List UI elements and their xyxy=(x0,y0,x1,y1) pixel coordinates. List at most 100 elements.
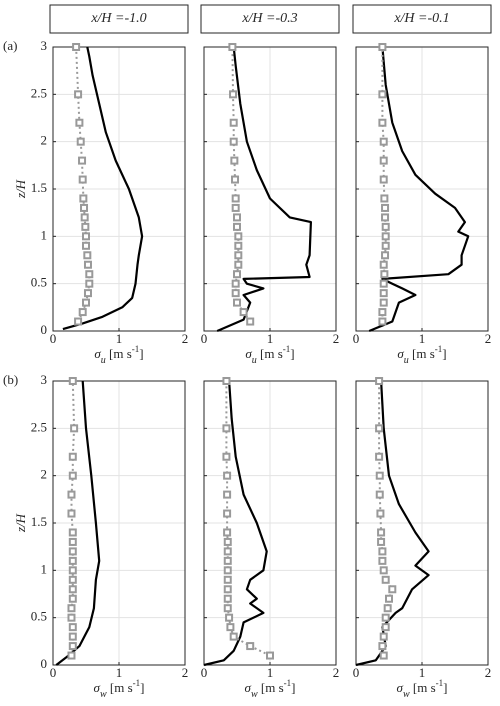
x-tick-label: 2 xyxy=(182,331,189,346)
square-marker xyxy=(381,232,390,241)
x-axis-label: σw [m s-1] xyxy=(94,678,145,700)
square-marker xyxy=(231,194,240,203)
square-marker xyxy=(223,509,232,518)
panel-label: (a) xyxy=(3,38,17,53)
x-axis-label-part: w xyxy=(251,689,258,700)
x-axis-label-part: σ xyxy=(245,680,252,695)
square-marker xyxy=(378,308,387,317)
square-marker xyxy=(82,241,90,250)
x-axis-label: σu [m s-1] xyxy=(397,344,446,366)
square-marker xyxy=(381,222,390,231)
square-marker xyxy=(223,528,232,537)
x-axis-label-part: [m s xyxy=(409,346,435,361)
x-axis-label-part: -1 xyxy=(435,344,443,354)
square-marker xyxy=(229,90,238,99)
square-marker xyxy=(222,377,231,385)
square-marker xyxy=(246,642,255,651)
square-marker xyxy=(67,490,76,499)
y-axis-label: z/H xyxy=(13,179,28,199)
square-marker xyxy=(375,424,384,433)
axes-frame xyxy=(203,380,337,666)
square-marker xyxy=(388,585,397,594)
y-tick-label: 0 xyxy=(41,656,48,671)
x-axis-label: σu [m s-1] xyxy=(94,344,143,366)
square-marker xyxy=(223,575,232,584)
square-marker xyxy=(233,298,241,307)
square-marker xyxy=(225,613,234,622)
x-tick-label: 0 xyxy=(201,331,208,346)
square-marker xyxy=(233,270,241,279)
column-header-box xyxy=(49,4,189,34)
square-marker xyxy=(72,43,81,51)
square-marker xyxy=(222,424,231,433)
square-marker xyxy=(68,566,77,575)
x-axis-label-part: [m s xyxy=(410,680,436,695)
square-marker xyxy=(67,613,76,622)
square-marker xyxy=(68,594,77,603)
x-tick-label: 1 xyxy=(419,331,426,346)
x-tick-label: 0 xyxy=(353,665,360,680)
square-marker xyxy=(377,528,386,537)
column-header-box xyxy=(200,4,340,34)
square-marker xyxy=(223,604,232,613)
square-marker xyxy=(379,279,388,288)
x-tick-label: 2 xyxy=(333,331,340,346)
square-marker xyxy=(379,632,388,641)
square-marker xyxy=(68,452,77,461)
x-axis-label-part: w xyxy=(100,689,107,700)
square-marker xyxy=(378,642,387,651)
column-header: x/H =-0.1 xyxy=(393,11,449,26)
square-marker xyxy=(381,623,390,632)
axes-frame xyxy=(203,46,337,332)
x-axis-label-part: ] xyxy=(443,680,447,695)
square-marker xyxy=(381,575,390,584)
square-marker xyxy=(379,137,388,146)
square-marker xyxy=(68,556,77,565)
profile-line xyxy=(368,46,470,333)
x-axis-label-part: ] xyxy=(291,680,295,695)
square-marker xyxy=(231,203,240,212)
x-axis-label-part: ] xyxy=(290,346,294,361)
y-tick-label: 1 xyxy=(41,561,48,576)
square-marker xyxy=(375,490,384,499)
square-marker xyxy=(78,308,87,317)
axes-frame xyxy=(52,46,186,332)
x-axis-label: σu [m s-1] xyxy=(245,344,294,366)
x-tick-label: 0 xyxy=(50,331,57,346)
y-axis-label: z/H xyxy=(13,513,28,533)
square-marker xyxy=(223,585,232,594)
square-marker xyxy=(223,566,232,575)
square-marker xyxy=(377,537,386,546)
square-marker xyxy=(234,241,243,250)
square-marker xyxy=(229,137,238,146)
square-marker xyxy=(379,298,388,307)
axes-frame xyxy=(355,380,489,666)
square-marker xyxy=(223,547,232,556)
x-axis-label-part: σ xyxy=(397,680,404,695)
column-header-box xyxy=(352,4,492,34)
y-tick-label: 2 xyxy=(41,467,48,482)
square-marker xyxy=(385,594,393,603)
profile-line xyxy=(62,46,144,331)
y-tick-label: 2 xyxy=(41,133,48,148)
profile-line xyxy=(216,46,312,333)
square-marker xyxy=(234,232,243,241)
x-axis-label-part: [m s xyxy=(257,346,283,361)
square-marker xyxy=(378,90,387,99)
square-marker xyxy=(223,490,232,499)
square-marker xyxy=(223,594,232,603)
square-marker xyxy=(67,651,76,660)
x-axis-label-part: -1 xyxy=(436,678,444,688)
square-marker xyxy=(380,270,389,279)
axes-frame xyxy=(355,46,489,332)
column-header: x/H =-1.0 xyxy=(90,11,146,26)
square-marker xyxy=(68,575,77,584)
x-tick-label: 1 xyxy=(116,331,123,346)
square-marker xyxy=(68,632,77,641)
square-marker xyxy=(226,623,235,632)
square-marker xyxy=(231,289,240,298)
axes-frame xyxy=(52,380,186,666)
y-tick-label: 2.5 xyxy=(31,419,47,434)
square-marker xyxy=(381,213,390,222)
square-marker xyxy=(379,651,388,660)
